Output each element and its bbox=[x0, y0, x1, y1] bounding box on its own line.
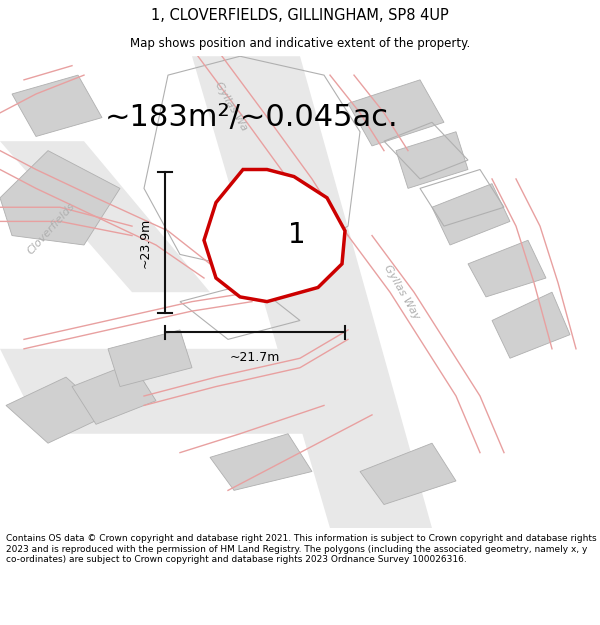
Text: ~21.7m: ~21.7m bbox=[230, 351, 280, 364]
Text: Gyllas Wa: Gyllas Wa bbox=[213, 79, 249, 132]
Polygon shape bbox=[468, 240, 546, 297]
Polygon shape bbox=[12, 75, 102, 136]
Text: ~183m²/~0.045ac.: ~183m²/~0.045ac. bbox=[105, 103, 399, 132]
Polygon shape bbox=[432, 184, 510, 245]
Text: 1: 1 bbox=[289, 221, 306, 249]
Polygon shape bbox=[492, 292, 570, 358]
Polygon shape bbox=[348, 80, 444, 146]
Text: Contains OS data © Crown copyright and database right 2021. This information is : Contains OS data © Crown copyright and d… bbox=[6, 534, 596, 564]
Polygon shape bbox=[360, 443, 456, 504]
Polygon shape bbox=[0, 141, 210, 292]
Polygon shape bbox=[204, 169, 345, 302]
Text: Gyllas Way: Gyllas Way bbox=[382, 263, 422, 321]
Polygon shape bbox=[6, 377, 108, 443]
Polygon shape bbox=[108, 330, 192, 386]
Text: Cloverfields: Cloverfields bbox=[25, 201, 77, 256]
Polygon shape bbox=[396, 132, 468, 188]
Text: 1, CLOVERFIELDS, GILLINGHAM, SP8 4UP: 1, CLOVERFIELDS, GILLINGHAM, SP8 4UP bbox=[151, 8, 449, 23]
Polygon shape bbox=[0, 151, 120, 245]
Polygon shape bbox=[192, 56, 432, 528]
Polygon shape bbox=[210, 434, 312, 491]
Polygon shape bbox=[72, 363, 156, 424]
Polygon shape bbox=[0, 349, 372, 434]
Text: Map shows position and indicative extent of the property.: Map shows position and indicative extent… bbox=[130, 38, 470, 51]
Text: ~23.9m: ~23.9m bbox=[139, 217, 152, 268]
